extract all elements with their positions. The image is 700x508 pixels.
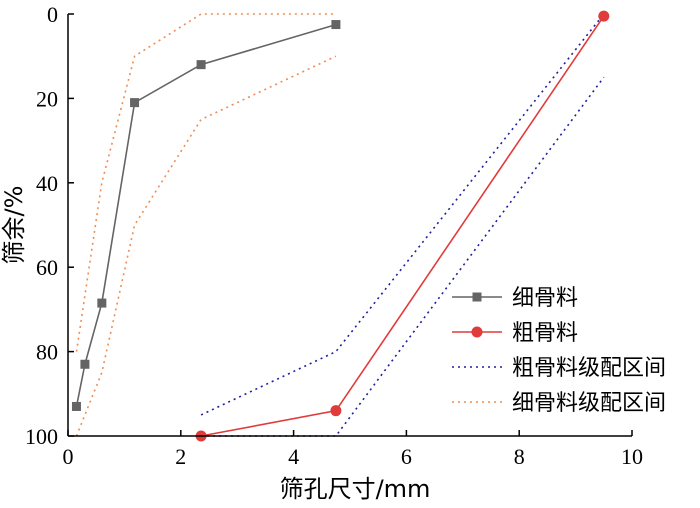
legend-marker-circle [471, 326, 483, 338]
series-line [75, 23, 337, 407]
x-tick-label: 8 [514, 444, 525, 469]
data-point-square [97, 298, 107, 308]
y-tick-label: 60 [36, 255, 58, 280]
legend-marker-square [472, 292, 482, 302]
y-tick-label: 0 [47, 2, 58, 27]
data-point-circle [598, 10, 610, 22]
legend-label: 细骨料级配区间 [512, 391, 666, 416]
x-axis-title: 筛孔尺寸/mm [280, 475, 431, 503]
y-axis: 0 20 40 60 80 100 [25, 2, 74, 449]
data-point-square [80, 359, 90, 369]
x-axis: 0 2 4 6 8 10 [63, 430, 643, 469]
data-point-square [331, 20, 341, 30]
legend-label: 粗骨料级配区间 [512, 356, 666, 381]
x-tick-label: 4 [288, 444, 299, 469]
legend-label: 粗骨料 [512, 321, 578, 346]
y-tick-label: 100 [25, 424, 58, 449]
y-tick-label: 40 [36, 171, 58, 196]
data-point-square [71, 401, 81, 411]
data-point-circle [330, 405, 342, 417]
data-point-square [130, 98, 140, 108]
x-tick-label: 0 [63, 444, 74, 469]
x-tick-label: 6 [401, 444, 412, 469]
y-tick-label: 80 [36, 340, 58, 365]
envelope-line [75, 55, 337, 437]
envelope-line [200, 13, 605, 416]
x-tick-label: 2 [175, 444, 186, 469]
legend-label: 细骨料 [512, 286, 578, 311]
y-tick-label: 20 [36, 86, 58, 111]
data-point-square [196, 60, 206, 70]
y-axis-title: 筛余/% [0, 186, 28, 265]
x-tick-label: 10 [621, 444, 643, 469]
envelope-line [201, 76, 605, 437]
envelope-line [75, 13, 336, 352]
plot-area [71, 10, 610, 442]
